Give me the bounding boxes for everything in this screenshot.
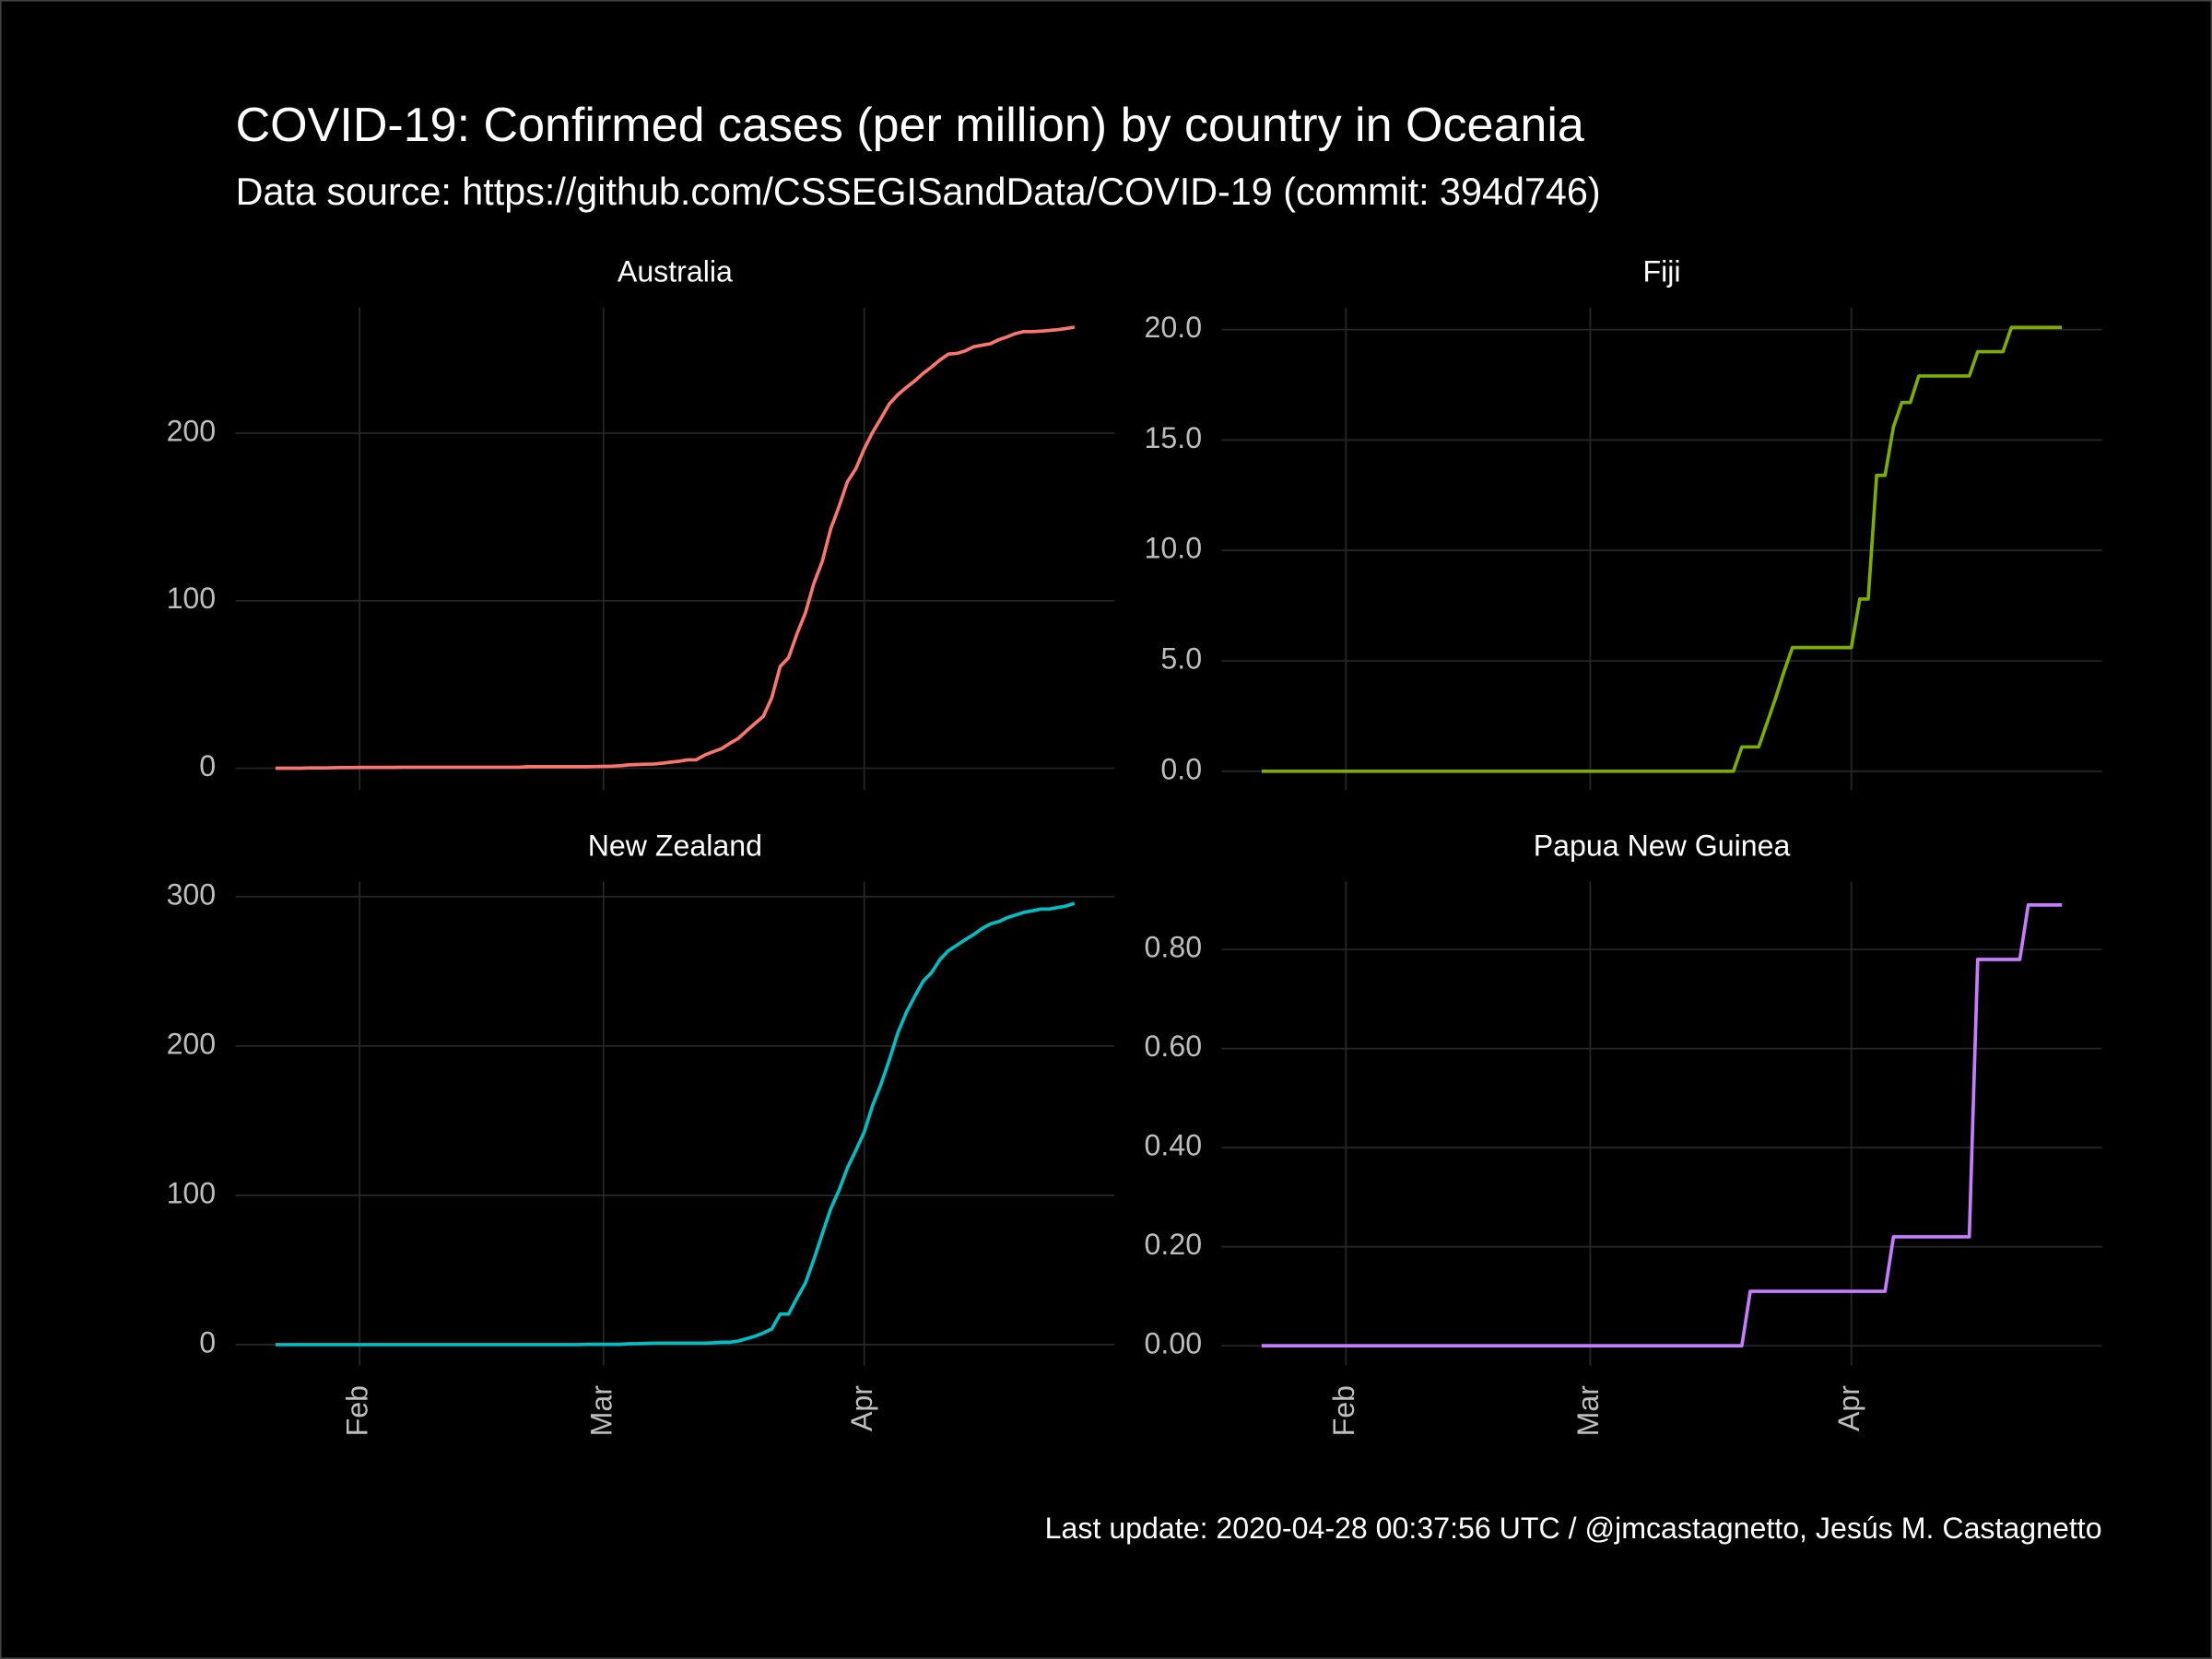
y-tick-label: 0.20	[1145, 1228, 1203, 1261]
facet-label: Australia	[618, 254, 733, 288]
chart-subtitle: Data source: https://github.com/CSSEGISa…	[236, 171, 1601, 213]
y-tick-label: 0.00	[1145, 1327, 1203, 1360]
y-tick-label: 0.0	[1160, 752, 1202, 785]
chart-title: COVID-19: Confirmed cases (per million) …	[236, 99, 1584, 152]
y-tick-label: 10.0	[1145, 532, 1203, 565]
y-tick-label: 15.0	[1145, 421, 1203, 454]
x-tick-label: Feb	[1327, 1385, 1360, 1436]
facet-label: New Zealand	[588, 829, 762, 862]
data-line	[275, 325, 1076, 771]
x-tick-label: Feb	[341, 1385, 374, 1436]
x-tick-label: Apr	[1832, 1385, 1865, 1431]
y-tick-label: 0.80	[1145, 931, 1203, 964]
facet-label: Fiji	[1643, 254, 1681, 288]
data-line	[275, 901, 1076, 1347]
y-tick-label: 200	[167, 414, 217, 447]
x-tick-label: Mar	[584, 1385, 618, 1437]
y-tick-label: 20.0	[1145, 311, 1203, 344]
y-tick-label: 200	[167, 1027, 217, 1060]
y-tick-label: 300	[167, 877, 217, 911]
x-tick-label: Mar	[1571, 1385, 1605, 1437]
y-tick-label: 5.0	[1160, 641, 1202, 675]
x-tick-label: Apr	[845, 1385, 878, 1431]
y-tick-label: 100	[167, 1176, 217, 1209]
y-tick-label: 0	[199, 1325, 216, 1359]
y-tick-label: 0.60	[1145, 1030, 1203, 1063]
data-line	[1261, 325, 2063, 773]
chart-caption: Last update: 2020-04-28 00:37:56 UTC / @…	[1045, 1512, 2102, 1545]
y-tick-label: 0.40	[1145, 1129, 1203, 1162]
y-tick-label: 100	[167, 582, 217, 615]
y-tick-label: 0	[199, 749, 216, 782]
facet-label: Papua New Guinea	[1534, 829, 1791, 862]
data-line	[1261, 903, 2063, 1347]
